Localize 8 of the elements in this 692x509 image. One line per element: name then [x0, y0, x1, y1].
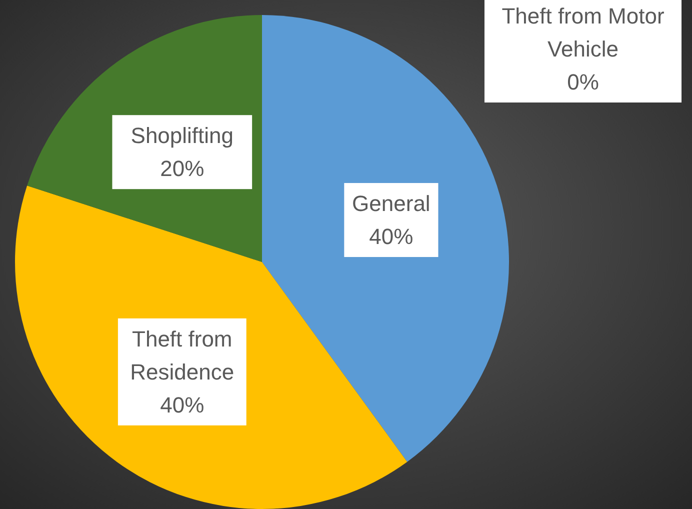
data-label: 40% — [160, 392, 204, 418]
category-label: Theft from Motor Vehicle — [502, 4, 664, 62]
slice-label: Shoplifting — [130, 123, 234, 148]
slice-label: Theft from Residence — [130, 326, 234, 384]
data-label: 20% — [160, 156, 204, 182]
text: 0% — [567, 70, 599, 94]
data-label: 40% — [369, 224, 414, 250]
slice-label: General — [352, 191, 430, 216]
